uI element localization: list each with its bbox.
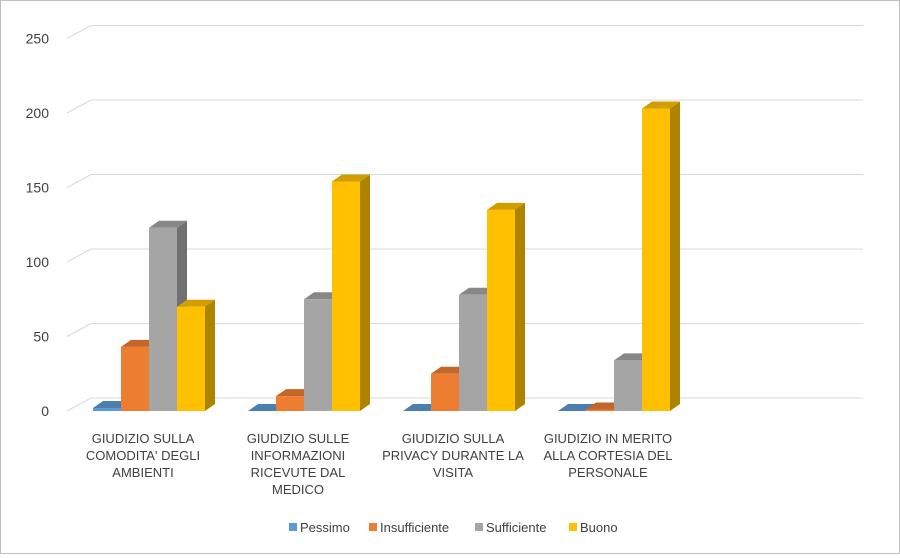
bar-front [332,181,360,411]
legend-label: Insufficiente [380,520,449,535]
x-tick-label: GIUDIZIO IN MERITO [544,431,672,446]
x-tick-label: VISITA [433,465,474,480]
legend-label: Pessimo [300,520,350,535]
x-axis: GIUDIZIO SULLA COMODITA' DEGLI AMBIENTI GIU… [86,431,673,497]
bars [93,101,680,411]
legend-swatch [475,523,483,531]
bar-front [149,227,177,411]
bar-buono [642,101,680,411]
gridline-diagonal [66,99,92,114]
x-tick-label: PRIVACY DURANTE LA [382,448,524,463]
y-axis: 0 50 100 150 200 250 [26,31,50,420]
bar-front [459,294,487,411]
bar-buono [332,174,370,411]
y-tick-label: 150 [26,180,50,196]
legend-label: Buono [580,520,618,535]
bar-side [670,101,680,411]
bar-front [121,346,149,411]
gridline-diagonal [66,25,92,39]
y-tick-label: 100 [26,254,50,270]
bar-front [93,408,121,411]
x-tick-label: PERSONALE [568,465,648,480]
legend-swatch [289,523,297,531]
gridlines [66,25,863,412]
bar-side [360,174,370,411]
bar-top [642,101,680,109]
bar-front [642,108,670,411]
bar-top [332,174,370,182]
x-tick-label: INFORMAZIONI [251,448,346,463]
bar-front [487,209,515,411]
x-tick-label: GIUDIZIO SULLE [247,431,350,446]
x-tick-label: RICEVUTE DAL [251,465,346,480]
bar-front [431,373,459,411]
y-tick-label: 0 [41,403,49,419]
x-tick-label: GIUDIZIO SULLA [402,431,505,446]
bar-front [614,360,642,411]
bar-side [205,299,215,411]
x-tick-label: COMODITA' DEGLI [86,448,200,463]
legend-swatch [569,523,577,531]
gridline-diagonal [66,248,92,263]
y-tick-label: 250 [26,31,50,47]
bar-side [515,202,525,411]
legend: Pessimo Insufficiente Sufficiente Buono [289,520,618,535]
x-tick-label: AMBIENTI [112,465,173,480]
legend-swatch [369,523,377,531]
legend-label: Sufficiente [486,520,546,535]
gridline-diagonal [66,397,92,412]
bar-front [276,396,304,411]
y-tick-label: 200 [26,105,50,121]
bar-front [304,299,332,411]
x-tick-label: ALLA CORTESIA DEL [543,448,672,463]
y-tick-label: 50 [33,329,49,345]
bar-buono [177,299,215,411]
x-tick-label: GIUDIZIO SULLA [92,431,195,446]
gridline-diagonal [66,323,92,337]
bar-top [149,220,187,228]
bar-front [177,306,205,411]
bar-top [177,299,215,307]
bar-top [487,202,525,210]
gridline-diagonal [66,174,92,188]
x-tick-label: MEDICO [272,482,324,497]
bar-buono [487,202,525,411]
bar-front [586,409,614,411]
